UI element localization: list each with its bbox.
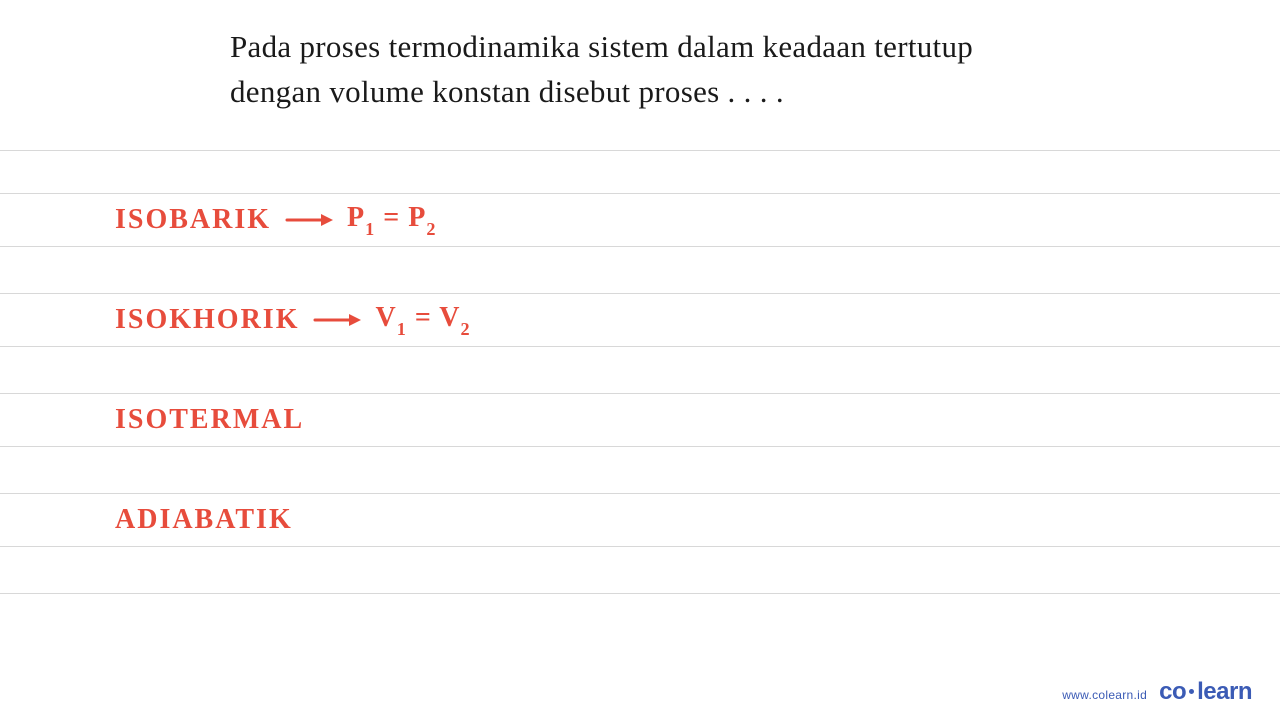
formula-isobarik: P1 = P2 xyxy=(347,202,436,238)
rule-line xyxy=(0,593,1280,594)
line-spacer xyxy=(0,447,1280,493)
logo-prefix: co xyxy=(1159,678,1186,705)
formula-var: P xyxy=(408,202,426,233)
answer-row-isotermal: ISOTERMAL xyxy=(0,394,1280,446)
line-spacer xyxy=(0,151,1280,193)
arrow-icon xyxy=(313,313,361,327)
footer-url: www.colearn.id xyxy=(1062,688,1147,702)
formula-sub: 1 xyxy=(397,319,407,339)
formula-var: V xyxy=(439,302,460,333)
logo-dot-icon xyxy=(1189,689,1194,694)
line-spacer xyxy=(0,347,1280,393)
answer-term: ISOKHORIK xyxy=(115,304,299,336)
answer-row-adiabatik: ADIABATIK xyxy=(0,494,1280,546)
formula-isokhorik: V1 = V2 xyxy=(375,302,470,338)
logo-suffix: learn xyxy=(1197,678,1252,705)
line-spacer xyxy=(0,247,1280,293)
question-text: Pada proses termodinamika sistem dalam k… xyxy=(230,25,1050,115)
formula-op: = xyxy=(407,302,439,333)
answer-row-isokhorik: ISOKHORIK V1 = V2 xyxy=(0,294,1280,346)
formula-sub: 2 xyxy=(426,219,436,239)
footer: www.colearn.id colearn xyxy=(1062,678,1252,706)
answer-term: ADIABATIK xyxy=(115,504,293,536)
footer-logo: colearn xyxy=(1159,678,1252,706)
question-block: Pada proses termodinamika sistem dalam k… xyxy=(0,0,1280,135)
formula-var: V xyxy=(375,302,396,333)
formula-var: P xyxy=(347,202,365,233)
formula-op: = xyxy=(375,202,408,233)
formula-sub: 1 xyxy=(365,219,375,239)
line-spacer xyxy=(0,547,1280,593)
arrow-icon xyxy=(285,213,333,227)
formula-sub: 2 xyxy=(461,319,471,339)
answer-row-isobarik: ISOBARIK P1 = P2 xyxy=(0,194,1280,246)
answer-term: ISOBARIK xyxy=(115,204,271,236)
answer-term: ISOTERMAL xyxy=(115,404,304,436)
lined-notebook-area: ISOBARIK P1 = P2 ISOKHORIK V1 = V2 ISOTE… xyxy=(0,150,1280,594)
